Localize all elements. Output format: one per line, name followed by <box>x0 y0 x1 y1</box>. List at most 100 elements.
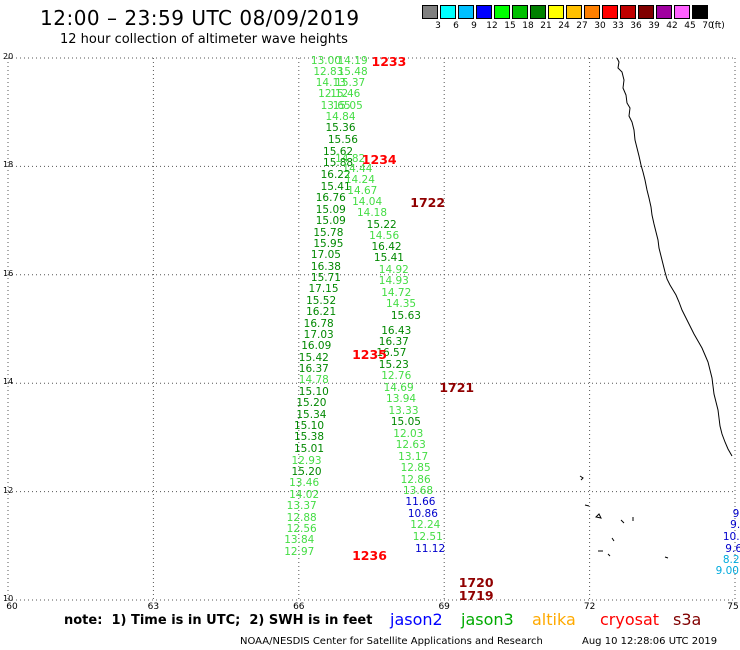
wave-height-value: 13.94 <box>386 392 417 405</box>
wave-height-value: 15.63 <box>390 309 421 322</box>
wave-height-value: 17.15 <box>308 283 339 296</box>
wave-height-value: 12.76 <box>381 370 412 383</box>
satellite-altika: altika <box>532 610 576 629</box>
longitude-label: 60 <box>6 602 18 612</box>
longitude-label: 72 <box>583 602 596 612</box>
wave-height-value: 13.46 <box>289 477 320 490</box>
wave-height-value: 12.86 <box>400 473 431 486</box>
wave-height-value: 15.22 <box>366 218 397 231</box>
wave-height-value: 15.42 <box>298 351 329 364</box>
wave-height-value: 13.00 <box>310 55 341 68</box>
wave-height-value: 14.67 <box>347 184 378 197</box>
satellite-jason2: jason2 <box>390 610 443 629</box>
page-title: 12:00 – 23:59 UTC 08/09/2019 <box>40 6 360 30</box>
wave-height-value: 15.10 <box>293 420 325 433</box>
wave-height-value: 15.20 <box>291 466 322 479</box>
legend-label: 21 <box>540 21 552 31</box>
wave-height-value: 16.76 <box>315 192 346 205</box>
wave-height-value: 15.10 <box>298 385 329 398</box>
wave-height-value: 15.88 <box>323 157 354 170</box>
wave-height-value: 15.95 <box>313 237 344 250</box>
longitude-label: 66 <box>293 602 305 612</box>
wave-height-value: 14.19 <box>337 55 368 68</box>
wave-height-value: 9. <box>730 519 740 532</box>
legend-swatch <box>548 5 564 19</box>
pass-time-label: 1720 <box>458 574 494 590</box>
pass-time-label: 1722 <box>410 195 446 211</box>
wave-height-value: 13.17 <box>398 450 429 463</box>
wave-height-value: 16.22 <box>320 169 351 182</box>
wave-height-value: 14.44 <box>342 163 373 176</box>
satellite-cryosat: cryosat <box>600 610 660 629</box>
legend-swatch <box>584 5 600 19</box>
legend-label: 33 <box>612 21 624 31</box>
legend-swatch <box>458 5 474 19</box>
island-marks <box>579 475 669 559</box>
coastline <box>616 57 733 457</box>
legend-label: 42 <box>666 21 678 31</box>
wave-height-value: 8.2 <box>722 553 740 566</box>
legend-label: 12 <box>486 21 498 31</box>
wave-height-value: 9.6 <box>725 542 740 555</box>
legend-label: 39 <box>648 21 660 31</box>
wave-height-value: 12.97 <box>284 545 315 558</box>
wave-height-value: 16.09 <box>301 340 332 353</box>
wave-height-value: 15.09 <box>315 203 346 216</box>
wave-height-value: 12.03 <box>393 427 424 440</box>
wave-height-value: 14.82 <box>335 152 366 165</box>
wave-height-value: 9.00 <box>715 565 739 578</box>
legend-unit: (ft) <box>711 21 725 31</box>
wave-height-value: 13.33 <box>388 404 419 417</box>
legend-label: 18 <box>522 21 534 31</box>
wave-height-value: 15.38 <box>293 431 325 444</box>
wave-height-value: 13.65 <box>320 99 351 112</box>
wave-height-value: 15.09 <box>315 215 346 228</box>
wave-height-value: 13.37 <box>286 500 317 513</box>
credit-text: NOAA/NESDIS Center for Satellite Applica… <box>240 636 543 647</box>
wave-height-value: 11.12 <box>415 542 446 555</box>
longitude-label: 63 <box>147 602 160 612</box>
wave-height-value: 14.56 <box>369 229 400 242</box>
legend-swatch <box>422 5 438 19</box>
wave-height-value: 15.46 <box>330 88 361 101</box>
wave-height-value: 15.01 <box>293 442 325 455</box>
satellite-s3a: s3a <box>673 610 702 629</box>
legend-label: 15 <box>504 21 516 31</box>
wave-height-value: 15.05 <box>332 99 363 112</box>
wave-height-value: 12.83 <box>313 66 344 79</box>
legend-label: 45 <box>684 21 696 31</box>
wave-height-value: 14.13 <box>315 77 346 90</box>
longitude-label: 75 <box>727 602 739 612</box>
wave-height-value: 14.92 <box>378 264 409 277</box>
wave-height-value: 14.18 <box>356 207 388 219</box>
longitude-label: 69 <box>438 602 450 612</box>
pass-time-label: 1233 <box>371 54 407 70</box>
wave-height-value: 12.88 <box>286 511 317 524</box>
legend-swatch <box>440 5 456 19</box>
wave-height-value: 15.41 <box>373 251 404 264</box>
legend-label: 6 <box>453 21 459 31</box>
wave-height-value: 16.78 <box>303 317 334 330</box>
legend-swatch <box>476 5 492 19</box>
wave-height-value: 15.62 <box>323 145 354 158</box>
pass-time-label: 1234 <box>361 151 397 167</box>
wave-height-value: 15.52 <box>306 294 337 307</box>
wave-height-value: 16.57 <box>376 347 407 360</box>
wave-height-value: 16.37 <box>378 336 409 348</box>
wave-height-value: 9 <box>732 507 740 520</box>
wave-height-value: 12.85 <box>400 462 431 475</box>
wave-height-value: 15.20 <box>296 397 327 410</box>
wave-height-value: 15.37 <box>335 77 366 90</box>
wave-height-value: 14.35 <box>386 298 417 311</box>
latitude-label: 12 <box>3 485 14 495</box>
wave-height-value: 15.05 <box>390 416 421 429</box>
wave-height-value: 14.78 <box>298 374 329 387</box>
legend-label: 70 <box>702 21 714 31</box>
latitude-label: 20 <box>3 52 14 61</box>
wave-height-value: 17.03 <box>303 328 334 341</box>
latitude-label: 10 <box>3 594 14 603</box>
legend-swatch <box>656 5 672 19</box>
wave-height-value: 13.84 <box>284 534 315 547</box>
wave-height-value: 15.71 <box>310 272 341 285</box>
